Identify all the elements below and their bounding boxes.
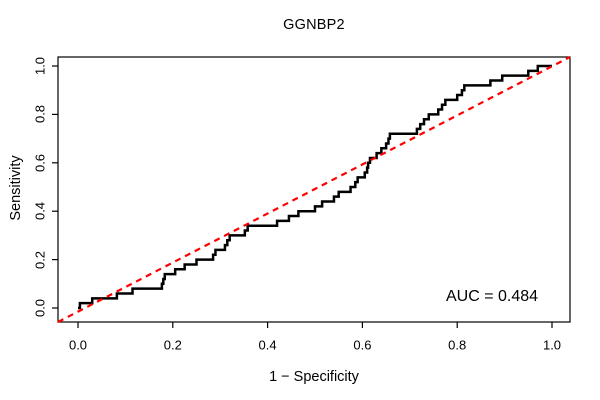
x-axis-label: 1 − Specificity: [269, 368, 359, 385]
y-tick-label: 0.2: [32, 250, 48, 269]
y-tick-label: 0.6: [32, 153, 48, 172]
x-tick-label: 1.0: [542, 337, 562, 353]
y-tick-label: 1.0: [32, 56, 48, 76]
roc-curve-line: [78, 64, 552, 310]
x-tick-label: 0.2: [163, 337, 182, 353]
y-tick-label: 0.4: [32, 202, 48, 221]
chance-diagonal-line: [57, 56, 571, 323]
y-tick-label: 0.8: [32, 105, 48, 124]
x-tick-label: 0.0: [68, 337, 88, 353]
plot-box: [57, 56, 571, 323]
x-tick-label: 0.4: [258, 337, 277, 353]
auc-annotation: AUC = 0.484: [445, 288, 539, 305]
y-axis-label: Sensitivity: [7, 155, 24, 221]
x-tick-label: 0.8: [448, 337, 467, 353]
chart-title: GGNBP2: [283, 16, 345, 33]
x-tick-label: 0.6: [353, 337, 372, 353]
y-tick-label: 0.0: [32, 298, 48, 318]
